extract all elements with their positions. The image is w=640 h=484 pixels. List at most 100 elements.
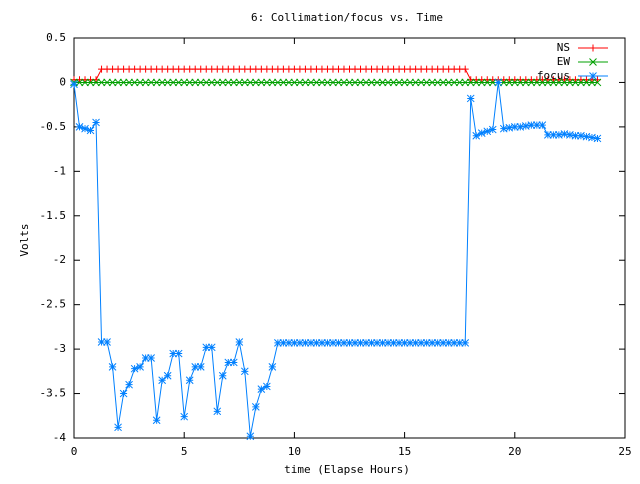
data-point bbox=[532, 121, 541, 129]
data-point bbox=[114, 78, 122, 87]
data-point bbox=[202, 343, 211, 352]
data-point bbox=[125, 78, 133, 87]
data-point bbox=[516, 123, 525, 131]
data-point bbox=[296, 78, 304, 87]
data-point bbox=[207, 343, 216, 352]
data-point bbox=[439, 78, 448, 87]
x-tick-label: 10 bbox=[288, 445, 301, 458]
data-point bbox=[422, 78, 431, 87]
data-point bbox=[196, 363, 205, 371]
data-point bbox=[499, 124, 508, 133]
data-point bbox=[213, 407, 222, 416]
data-point bbox=[125, 380, 133, 389]
data-point bbox=[444, 339, 453, 347]
data-point bbox=[191, 363, 200, 371]
data-point bbox=[483, 78, 492, 87]
data-point bbox=[477, 129, 486, 137]
data-point bbox=[147, 354, 155, 362]
data-point bbox=[428, 78, 437, 87]
data-point bbox=[257, 78, 266, 87]
data-point bbox=[362, 339, 370, 347]
data-point bbox=[81, 124, 89, 133]
data-point bbox=[229, 358, 238, 367]
data-point bbox=[367, 339, 376, 347]
data-point bbox=[207, 78, 216, 87]
data-point bbox=[571, 78, 580, 87]
data-point bbox=[268, 363, 277, 371]
x-tick-label: 25 bbox=[618, 445, 631, 458]
data-point bbox=[555, 131, 563, 139]
data-point bbox=[191, 78, 200, 87]
data-point bbox=[158, 78, 167, 87]
data-point bbox=[334, 78, 343, 87]
data-point bbox=[318, 78, 326, 87]
data-point bbox=[566, 78, 574, 87]
x-tick-label: 15 bbox=[398, 445, 411, 458]
data-point bbox=[549, 78, 558, 87]
data-point bbox=[555, 78, 563, 87]
data-point bbox=[301, 78, 310, 87]
data-point bbox=[323, 78, 332, 87]
data-point bbox=[444, 78, 453, 87]
data-point bbox=[345, 339, 354, 347]
data-point bbox=[411, 78, 420, 87]
data-point bbox=[389, 78, 398, 87]
data-point bbox=[81, 78, 89, 87]
data-point bbox=[92, 78, 100, 87]
data-point bbox=[251, 403, 260, 411]
data-point bbox=[92, 118, 100, 127]
data-point bbox=[180, 412, 189, 421]
data-point bbox=[582, 132, 591, 141]
data-point bbox=[158, 376, 167, 385]
data-point bbox=[224, 78, 233, 87]
y-tick-label: -2 bbox=[53, 253, 66, 266]
y-tick-label: 0.5 bbox=[46, 31, 66, 44]
data-point bbox=[577, 78, 585, 87]
data-point bbox=[279, 78, 288, 87]
data-point bbox=[494, 78, 503, 87]
legend-label: NS bbox=[557, 41, 570, 54]
data-point bbox=[450, 78, 459, 87]
data-point bbox=[185, 376, 194, 385]
chart-title: 6: Collimation/focus vs. Time bbox=[251, 11, 443, 24]
data-point bbox=[532, 78, 541, 87]
data-point bbox=[455, 339, 464, 347]
data-point bbox=[472, 131, 481, 140]
data-point bbox=[488, 78, 497, 87]
data-point bbox=[174, 78, 183, 87]
data-point bbox=[75, 123, 84, 131]
data-point bbox=[538, 121, 547, 129]
x-tick-label: 0 bbox=[71, 445, 78, 458]
data-point bbox=[119, 78, 128, 87]
data-point bbox=[433, 78, 442, 87]
data-point bbox=[240, 367, 249, 376]
data-point bbox=[439, 339, 448, 347]
data-point bbox=[246, 432, 255, 441]
data-point bbox=[373, 339, 381, 347]
data-point bbox=[488, 125, 497, 134]
data-point bbox=[527, 78, 536, 87]
data-point bbox=[345, 78, 354, 87]
plot-border bbox=[73, 37, 626, 439]
data-point bbox=[395, 339, 403, 347]
data-point bbox=[472, 78, 481, 87]
data-point bbox=[114, 423, 122, 432]
data-point bbox=[384, 78, 392, 87]
data-point bbox=[75, 78, 84, 87]
data-point bbox=[340, 78, 348, 87]
y-tick-label: -4 bbox=[53, 431, 67, 444]
data-point bbox=[130, 364, 139, 373]
data-point bbox=[180, 78, 189, 87]
data-point bbox=[378, 339, 387, 347]
y-tick-label: -1 bbox=[53, 164, 66, 177]
data-point bbox=[510, 78, 519, 87]
data-point bbox=[538, 78, 547, 87]
data-point bbox=[152, 416, 161, 425]
data-point bbox=[312, 78, 321, 87]
data-point bbox=[141, 78, 150, 87]
data-point bbox=[373, 78, 381, 87]
data-point bbox=[549, 131, 558, 139]
data-point bbox=[521, 78, 530, 87]
data-point bbox=[400, 339, 409, 347]
data-point bbox=[510, 123, 519, 131]
